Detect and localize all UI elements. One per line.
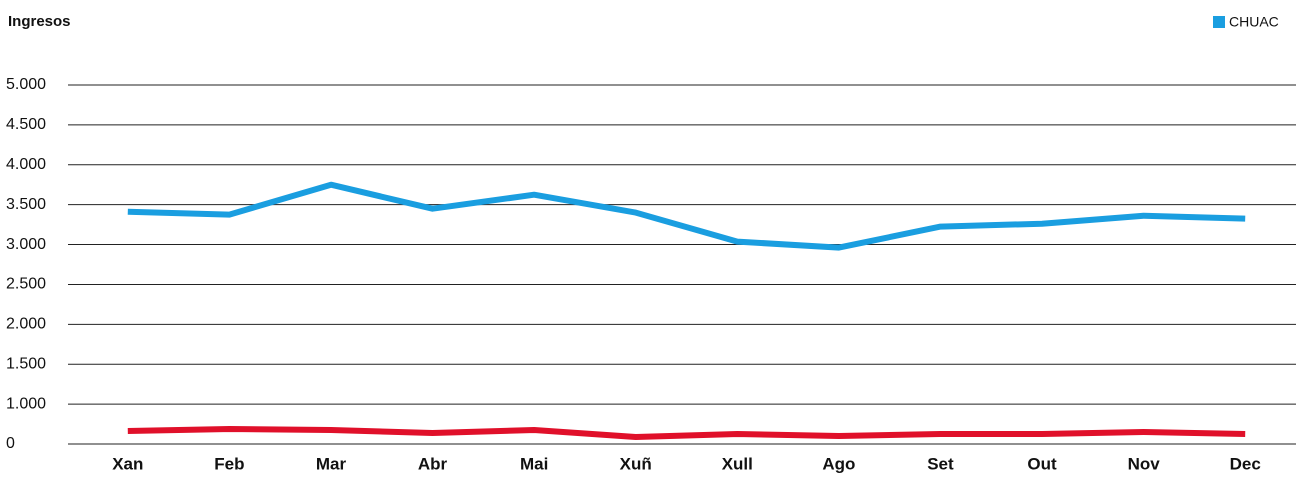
y-tick-label: 2.500: [6, 276, 46, 293]
line-series: [127, 426, 1246, 440]
chart-title: Ingresos: [8, 13, 71, 30]
line-series: [127, 181, 1246, 251]
x-tick-label: Xull: [722, 454, 753, 473]
y-tick-label: 4.000: [6, 156, 46, 173]
y-tick-label: 1.500: [6, 355, 46, 372]
x-tick-label: Ago: [822, 454, 855, 473]
x-tick-label: Mar: [316, 454, 347, 473]
legend-swatch: [1213, 16, 1225, 28]
y-tick-label: 5.000: [6, 76, 46, 93]
y-tick-label: 0: [6, 435, 15, 452]
x-tick-label: Feb: [214, 454, 244, 473]
y-tick-label: 3.500: [6, 196, 46, 213]
legend-label: CHUAC: [1229, 14, 1279, 30]
y-tick-label: 3.000: [6, 236, 46, 253]
x-tick-label: Set: [927, 454, 954, 473]
x-tick-label: Xan: [112, 454, 143, 473]
x-tick-label: Abr: [418, 454, 448, 473]
x-tick-label: Nov: [1128, 454, 1161, 473]
x-tick-label: Mai: [520, 454, 548, 473]
x-tick-label: Out: [1027, 454, 1057, 473]
y-tick-label: 4.500: [6, 116, 46, 133]
x-tick-label: Dec: [1230, 454, 1261, 473]
x-tick-label: Xuñ: [620, 454, 652, 473]
y-tick-label: 1.000: [6, 395, 46, 412]
y-tick-label: 2.000: [6, 316, 46, 333]
